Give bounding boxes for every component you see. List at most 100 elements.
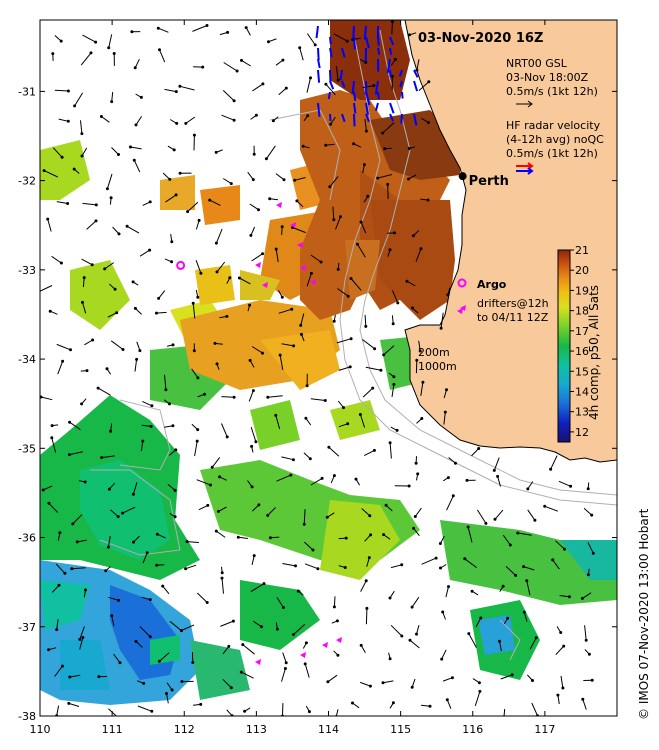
model-arrow-head <box>281 606 285 609</box>
model-arrow <box>242 644 255 655</box>
model-arrow-head <box>408 638 412 642</box>
model-arrow-head <box>178 171 182 175</box>
model-arrow-head <box>332 319 336 323</box>
model-arrow-head <box>209 483 212 487</box>
model-arrow-head <box>262 582 266 586</box>
model-arrow-head <box>359 220 363 224</box>
model-arrow-head <box>352 142 356 146</box>
model-arrow-head <box>173 488 177 492</box>
model-arrow-head <box>291 458 295 462</box>
radar-arrow <box>365 102 369 115</box>
colorbar-tick-label: 17 <box>575 325 589 338</box>
model-arrow-head <box>68 675 72 679</box>
model-arrow-head <box>266 513 270 517</box>
model-arrow-head <box>294 564 297 568</box>
model-arrow-head <box>533 518 537 522</box>
model-arrow-head <box>225 435 229 439</box>
model-arrow <box>310 477 323 486</box>
model-arrow-head <box>319 260 323 264</box>
model-arrow <box>141 424 152 427</box>
model-arrow-head <box>186 210 190 214</box>
model-arrow <box>282 563 296 567</box>
model-arrow-head <box>342 406 345 410</box>
model-arrow-head <box>232 99 236 103</box>
model-arrow-head <box>358 413 362 416</box>
model-arrow-head <box>438 542 442 545</box>
model-arrow <box>221 396 235 398</box>
model-arrow-head <box>470 589 474 593</box>
model-arrow-head <box>70 567 74 571</box>
colorbar-tick-label: 14 <box>575 385 589 398</box>
model-arrow <box>220 620 234 627</box>
model-arrow-head <box>368 684 372 688</box>
model-arrow <box>51 255 62 264</box>
model-arrow-head <box>148 598 152 602</box>
model-arrow-head <box>261 82 265 86</box>
model-arrow-head <box>364 60 368 64</box>
model-arrow-head <box>280 295 284 299</box>
model-arrow-head <box>229 686 233 690</box>
model-arrow <box>58 118 69 122</box>
model-arrow <box>68 702 80 707</box>
model-arrow <box>357 243 366 258</box>
model-arrow-head <box>368 514 372 518</box>
radar-arrow <box>365 36 370 49</box>
model-arrow <box>265 145 276 160</box>
model-arrow <box>77 539 87 543</box>
model-arrow-head <box>66 202 70 205</box>
model-arrow <box>211 457 221 468</box>
model-arrow-head <box>197 218 201 222</box>
model-arrow-head <box>372 448 376 452</box>
model-arrow <box>360 221 367 234</box>
model-arrow-head <box>248 303 252 307</box>
model-arrow <box>221 578 224 594</box>
model-arrow-head <box>118 661 122 665</box>
model-arrow-head <box>174 193 178 197</box>
lat-tick-label: -37 <box>18 621 36 634</box>
model-arrow <box>101 116 110 123</box>
isobath-label-200m: 200m <box>418 346 450 359</box>
model-arrow <box>475 617 482 628</box>
model-arrow-head <box>192 349 196 353</box>
model-arrow-head <box>477 681 481 685</box>
radar-arrow <box>315 25 319 39</box>
model-arrow-head <box>466 525 470 529</box>
model-arrow <box>361 508 371 517</box>
lat-tick-label: -35 <box>18 442 36 455</box>
model-arrow-head <box>569 484 573 488</box>
model-arrow <box>294 177 306 181</box>
model-arrow <box>276 474 291 482</box>
model-arrow <box>134 58 140 69</box>
model-arrow-head <box>252 554 256 558</box>
model-arrow <box>111 92 114 102</box>
model-arrow <box>306 77 311 93</box>
model-arrow-head <box>249 233 253 237</box>
model-arrow <box>47 218 52 232</box>
model-arrow-head <box>477 447 481 450</box>
model-arrow <box>40 396 53 401</box>
model-arrow-head <box>382 533 386 537</box>
radar-arrow <box>400 113 403 124</box>
lon-tick-label: 113 <box>246 723 267 736</box>
radar-arrow <box>341 47 346 58</box>
model-arrow-head <box>184 567 188 571</box>
model-arrow <box>222 90 235 102</box>
model-arrow-head <box>239 670 243 674</box>
model-arrow <box>276 597 284 608</box>
model-arrow <box>364 118 367 132</box>
model-arrow-head <box>171 343 175 347</box>
model-arrow-head <box>284 86 288 90</box>
model-arrow-head <box>80 132 84 136</box>
model-arrow-head <box>201 65 205 69</box>
model-arrow <box>159 49 166 63</box>
model-arrow-head <box>156 26 160 30</box>
model-arrow <box>157 533 166 539</box>
model-arrow-head <box>335 619 339 623</box>
model-arrow-head <box>199 702 203 706</box>
model-arrow <box>56 201 68 204</box>
model-arrow-head <box>148 200 152 204</box>
model-arrow-head <box>332 218 336 222</box>
model-arrow-head <box>441 610 445 614</box>
hf-radar-arrows <box>315 25 419 127</box>
model-arrow <box>517 532 532 536</box>
